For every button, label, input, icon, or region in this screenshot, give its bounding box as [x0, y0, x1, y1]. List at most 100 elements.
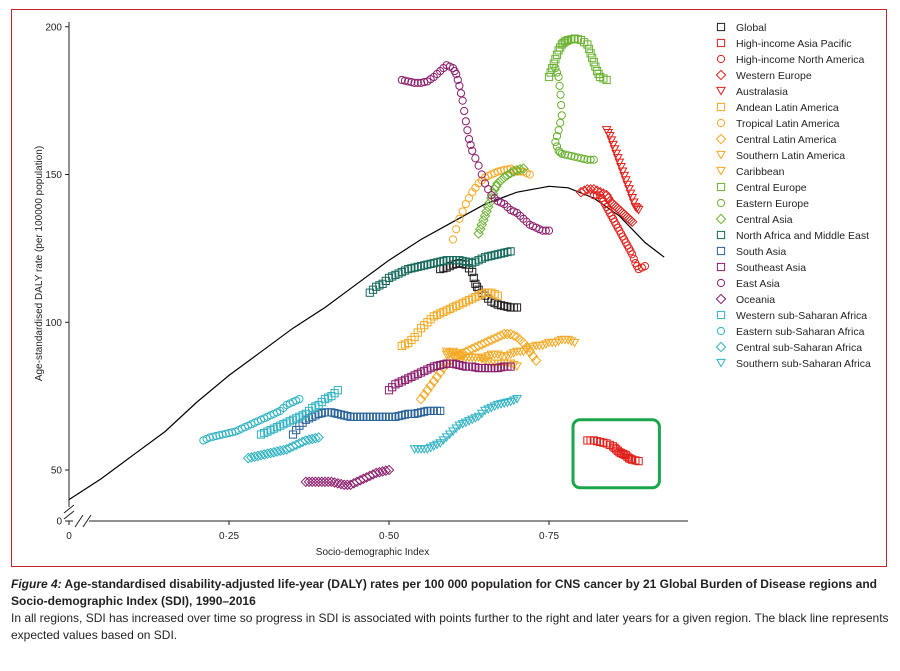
data-point	[611, 149, 622, 159]
data-point	[562, 36, 571, 45]
legend-label: Western sub-Saharan Africa	[736, 310, 867, 322]
data-point	[316, 476, 328, 488]
data-point	[473, 412, 484, 422]
x-tick-label: 0	[66, 531, 72, 542]
data-point	[413, 78, 422, 87]
data-point	[457, 352, 468, 361]
data-point	[628, 250, 637, 259]
legend-label: Andean Latin America	[736, 102, 839, 114]
data-point	[313, 476, 324, 488]
data-point	[606, 136, 617, 146]
data-point	[472, 282, 482, 291]
legend-label: Southern sub-Saharan Africa	[736, 358, 871, 370]
data-point	[448, 347, 458, 357]
y-axis-break-mark	[63, 510, 75, 520]
data-point	[246, 452, 257, 463]
y-tick-label: 100	[45, 318, 62, 329]
x-tick-label: 0·25	[219, 531, 239, 542]
data-point	[564, 151, 573, 160]
data-point	[474, 223, 486, 235]
data-point	[514, 164, 526, 175]
data-point	[634, 457, 643, 466]
data-point	[435, 439, 446, 449]
data-point	[476, 219, 488, 231]
data-point	[512, 362, 522, 372]
data-point	[628, 198, 639, 208]
data-point	[570, 152, 579, 161]
data-point	[552, 68, 562, 77]
data-point	[271, 446, 283, 457]
data-point	[300, 476, 312, 488]
data-point	[630, 202, 641, 212]
data-point	[477, 170, 486, 179]
data-point	[415, 393, 427, 405]
data-point	[620, 176, 631, 186]
data-point	[476, 409, 487, 419]
data-point	[377, 466, 388, 477]
data-point	[512, 394, 522, 404]
legend-label: Western Europe	[736, 70, 812, 82]
data-point	[556, 90, 565, 99]
data-point	[303, 476, 315, 488]
data-point	[461, 117, 470, 126]
data-point	[567, 151, 576, 161]
data-point	[258, 449, 270, 460]
data-point	[609, 145, 620, 154]
data-point	[454, 350, 465, 360]
data-point	[591, 62, 600, 71]
legend-label: Eastern Europe	[736, 198, 809, 210]
data-point	[448, 235, 458, 244]
data-point	[329, 477, 340, 488]
data-point	[498, 172, 510, 183]
data-point	[617, 167, 628, 177]
data-point	[624, 185, 634, 194]
data-point	[569, 338, 580, 348]
data-point	[612, 154, 623, 163]
data-point	[480, 356, 490, 366]
data-point	[525, 170, 534, 179]
data-point	[397, 75, 406, 85]
data-point	[335, 478, 347, 490]
data-point	[619, 171, 630, 181]
data-point	[633, 205, 644, 215]
data-point	[549, 59, 558, 68]
y-axis-label: Age-standardised DALY rate (per 100000 p…	[34, 146, 45, 381]
data-point	[544, 226, 554, 235]
data-point	[249, 451, 260, 463]
data-point	[563, 335, 574, 345]
legend-marker	[716, 230, 726, 240]
legend-label: Central sub-Saharan Africa	[736, 342, 862, 354]
data-point	[554, 126, 563, 135]
data-point	[586, 49, 595, 58]
data-point	[594, 186, 606, 198]
data-point	[583, 40, 592, 49]
data-point	[588, 183, 600, 195]
data-point	[444, 349, 455, 358]
data-point	[425, 380, 436, 392]
data-point	[218, 430, 227, 439]
y-tick-label: 200	[45, 22, 62, 33]
x-axis-label: Socio-demographic Index	[316, 547, 429, 558]
data-point	[455, 81, 464, 90]
data-point	[463, 126, 472, 135]
data-point	[466, 140, 475, 150]
data-point	[551, 137, 560, 147]
data-point	[448, 350, 458, 360]
data-point	[640, 262, 650, 271]
data-point	[508, 360, 519, 370]
data-point	[274, 445, 286, 457]
data-point	[441, 433, 452, 443]
data-point	[473, 353, 484, 363]
data-point	[566, 337, 577, 347]
data-point	[557, 100, 566, 110]
legend-marker	[716, 38, 726, 48]
data-point	[306, 476, 318, 488]
data-point	[471, 154, 480, 163]
legend-marker	[716, 246, 726, 256]
data-point	[468, 267, 477, 277]
data-point	[495, 330, 507, 341]
data-point	[588, 53, 597, 62]
data-point	[490, 181, 502, 192]
data-point	[326, 476, 337, 488]
legend-label: Eastern sub-Saharan Africa	[736, 326, 865, 338]
